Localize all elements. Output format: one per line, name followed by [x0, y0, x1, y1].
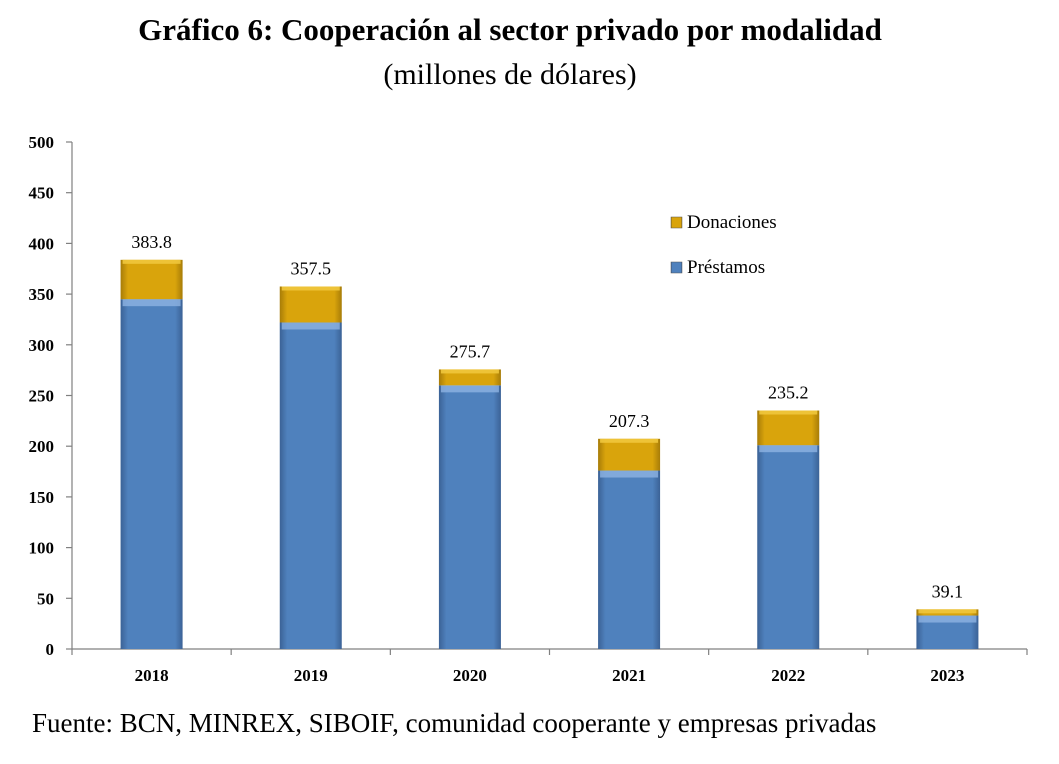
- x-tick-label: 2018: [135, 666, 169, 685]
- bar-donaciones: [120, 259, 183, 300]
- data-labels: 383.8 357.5 275.7 207.3 235.2 39.1: [131, 232, 963, 602]
- legend: Donaciones Préstamos: [670, 212, 777, 278]
- data-label-total: 39.1: [932, 581, 964, 601]
- y-tick-label: 0: [46, 640, 55, 659]
- data-label-total: 235.2: [768, 383, 809, 403]
- bar-donaciones: [598, 438, 661, 471]
- bar-prestamos: [279, 322, 342, 649]
- y-tick-label: 300: [29, 336, 55, 355]
- chart-title: Gráfico 6: Cooperación al sector privado…: [138, 12, 882, 47]
- bar-prestamos-highlight: [600, 470, 659, 478]
- bar-donaciones-highlight: [440, 369, 499, 374]
- y-tick-label: 450: [29, 184, 55, 203]
- data-label-total: 383.8: [131, 232, 172, 252]
- bars: [120, 259, 979, 649]
- legend-label-donaciones: Donaciones: [687, 212, 777, 233]
- legend-swatch-prestamos: [670, 261, 683, 274]
- x-tick-label: 2021: [612, 666, 646, 685]
- bar-donaciones-highlight: [759, 410, 818, 415]
- bar-prestamos-highlight: [759, 445, 818, 453]
- bar-prestamos-highlight: [122, 299, 181, 307]
- x-tick-label: 2019: [294, 666, 328, 685]
- y-tick-label: 400: [29, 234, 55, 253]
- chart-subtitle: (millones de dólares): [383, 58, 637, 91]
- source-note: Fuente: BCN, MINREX, SIBOIF, comunidad c…: [32, 708, 877, 738]
- y-tick-label: 500: [29, 133, 55, 152]
- bar-chart: 0 50 100 150 200 250 300 350 400 450 500 2018 2019 20…: [29, 133, 1028, 685]
- data-label-total: 275.7: [450, 341, 491, 361]
- y-tick-label: 150: [29, 488, 55, 507]
- bar-prestamos: [438, 385, 501, 649]
- data-label-total: 207.3: [609, 411, 650, 431]
- y-tick-label: 100: [29, 539, 55, 558]
- bar-donaciones-highlight: [122, 259, 181, 264]
- bar-prestamos: [757, 445, 820, 649]
- legend-label-prestamos: Préstamos: [687, 257, 765, 278]
- y-tick-label: 350: [29, 285, 55, 304]
- axes: 0 50 100 150 200 250 300 350 400 450 500 2018 2019 20…: [29, 133, 1028, 685]
- bar-prestamos: [598, 470, 661, 649]
- bar-donaciones-highlight: [281, 286, 340, 291]
- bar-prestamos-highlight: [281, 322, 340, 330]
- x-tick-label: 2022: [771, 666, 805, 685]
- bar-donaciones: [757, 410, 820, 446]
- bar-donaciones-highlight: [918, 609, 977, 614]
- bar-prestamos: [120, 299, 183, 649]
- data-label-total: 357.5: [291, 258, 332, 278]
- y-tick-label: 50: [37, 589, 54, 608]
- x-tick-label: 2023: [930, 666, 964, 685]
- y-tick-label: 250: [29, 387, 55, 406]
- x-tick-label: 2020: [453, 666, 487, 685]
- bar-donaciones: [279, 286, 342, 323]
- y-tick-label: 200: [29, 437, 55, 456]
- bar-prestamos-highlight: [918, 615, 977, 623]
- legend-swatch-donaciones: [670, 216, 683, 229]
- bar-prestamos-highlight: [440, 385, 499, 393]
- bar-donaciones-highlight: [600, 438, 659, 443]
